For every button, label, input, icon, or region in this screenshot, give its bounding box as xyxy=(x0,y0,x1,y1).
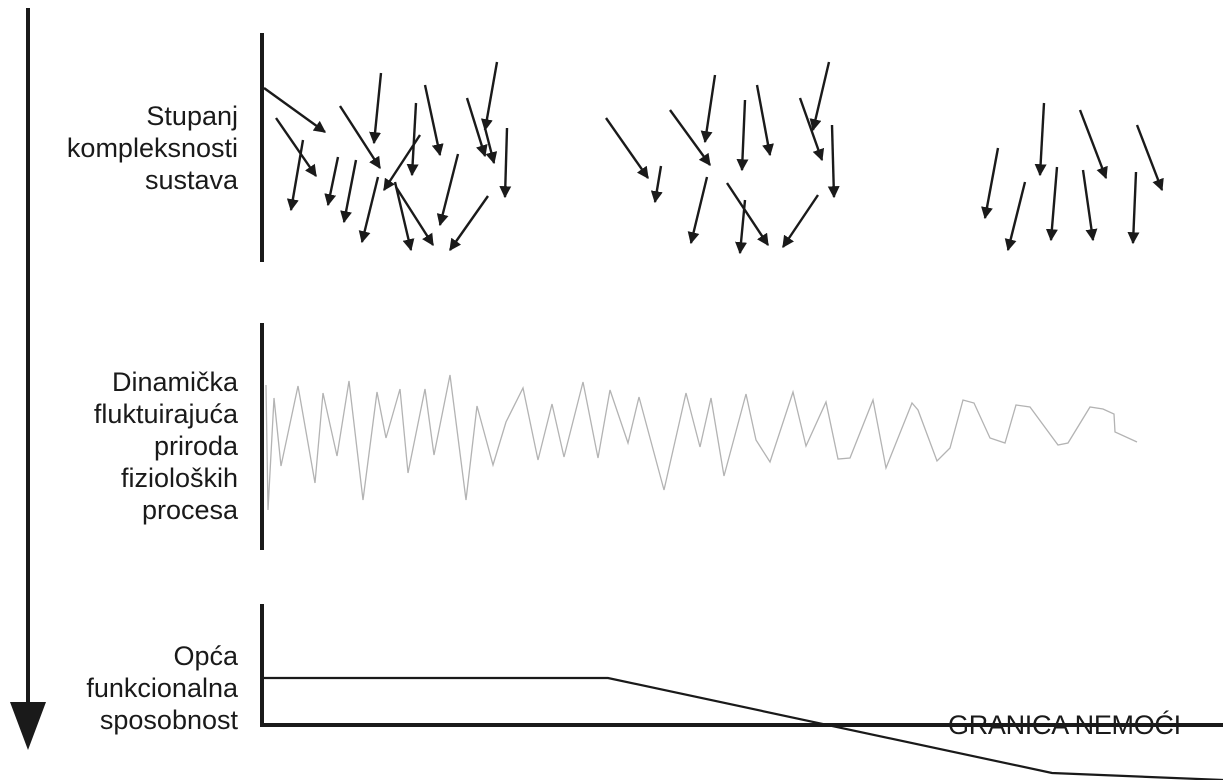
complexity-label: Stupanj kompleksnosti sustava xyxy=(67,100,238,196)
complexity-arrow xyxy=(406,102,419,177)
complexity-arrow xyxy=(369,72,383,145)
complexity-label-line-2: kompleksnosti xyxy=(66,133,238,163)
complexity-arrow xyxy=(480,61,499,132)
complexity-arrow xyxy=(1135,124,1164,192)
complexity-arrow xyxy=(687,176,709,245)
complexity-arrow xyxy=(782,194,819,248)
complexity-arrow xyxy=(1081,169,1098,242)
complexity-arrow xyxy=(393,181,415,252)
complexity-arrow xyxy=(394,186,435,247)
dynamics-label-line-3: priroda xyxy=(153,431,238,461)
complexity-arrow xyxy=(324,156,340,207)
complexity-arrows xyxy=(263,61,1164,255)
complexity-arrow xyxy=(286,139,305,212)
function-label-line-1: Opća xyxy=(173,641,238,671)
complexity-arrow xyxy=(483,127,498,165)
complexity-arrow xyxy=(358,176,380,244)
dynamics-label: Dinamička fluktuirajuća priroda fiziološ… xyxy=(94,366,238,526)
complexity-arrow xyxy=(465,97,488,158)
complexity-arrow xyxy=(1078,109,1108,180)
complexity-arrow xyxy=(1127,171,1140,245)
dynamics-label-line-1: Dinamička xyxy=(111,367,238,397)
complexity-arrow xyxy=(275,117,317,177)
complexity-arrow xyxy=(499,127,512,199)
complexity-arrow xyxy=(669,109,711,166)
complexity-label-line-1: Stupanj xyxy=(146,101,238,131)
complexity-arrow xyxy=(700,74,717,144)
complexity-arrow xyxy=(263,87,326,133)
complexity-arrow xyxy=(436,153,460,227)
complexity-arrow xyxy=(981,147,1000,220)
dynamics-label-line-4: fizioloških xyxy=(120,463,238,493)
main-down-arrowhead xyxy=(10,702,46,750)
complexity-arrow xyxy=(1004,181,1027,252)
complexity-label-line-3: sustava xyxy=(144,165,238,195)
complexity-arrow xyxy=(605,117,649,179)
complexity-arrow xyxy=(423,84,444,157)
fluctuation-signal-line xyxy=(265,374,1138,511)
complexity-arrow xyxy=(827,124,840,199)
complexity-arrow xyxy=(650,165,663,204)
dynamics-label-line-5: procesa xyxy=(141,495,238,525)
dynamics-label-line-2: fluktuirajuća xyxy=(93,399,238,429)
complexity-arrow xyxy=(725,182,770,247)
function-label-line-2: funkcionalna xyxy=(86,673,238,703)
complexity-arrow xyxy=(809,61,831,132)
complexity-arrow xyxy=(1034,102,1047,177)
complexity-arrow xyxy=(340,159,358,224)
boundary-label: GRANICA NEMOĆI xyxy=(948,710,1181,740)
complexity-arrow xyxy=(755,84,774,157)
complexity-arrow xyxy=(338,105,382,170)
complexity-arrow xyxy=(449,195,489,251)
complexity-arrow xyxy=(736,99,749,172)
functional-capacity-line xyxy=(262,676,1223,780)
complexity-arrow xyxy=(1045,166,1059,242)
function-label: Opća funkcionalna sposobnost xyxy=(86,640,238,736)
function-label-line-3: sposobnost xyxy=(99,705,238,735)
